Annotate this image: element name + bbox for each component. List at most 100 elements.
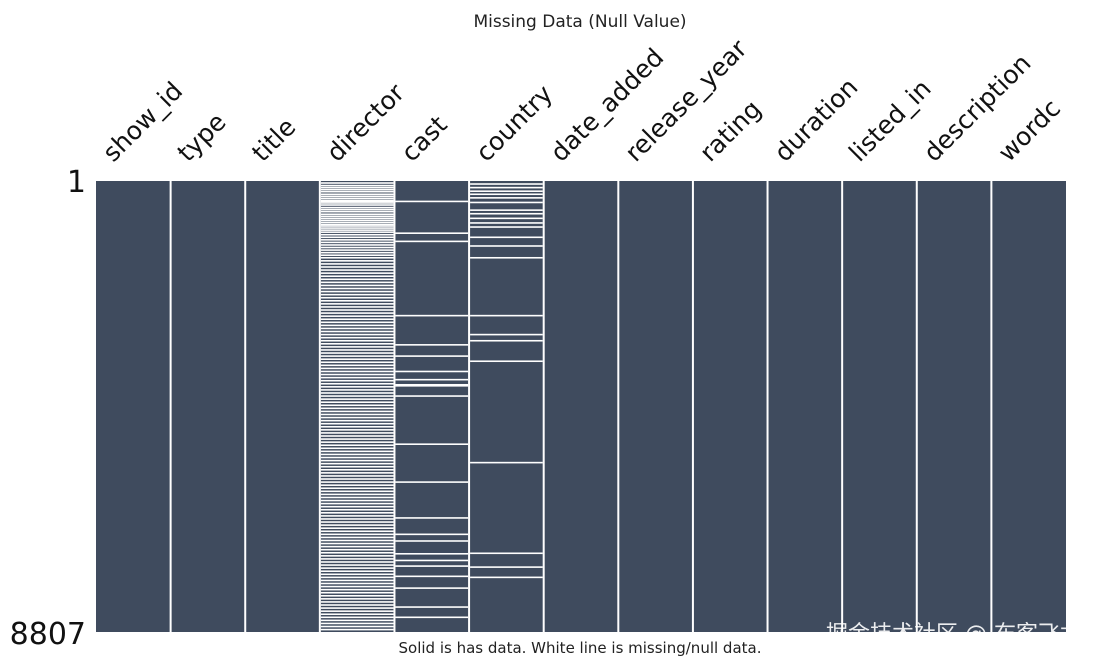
missing-line: [320, 321, 394, 324]
missing-line: [470, 222, 543, 224]
missing-line: [320, 475, 394, 477]
missing-line: [395, 395, 469, 397]
missing-line: [320, 505, 394, 508]
missing-line: [320, 591, 394, 594]
chart-caption: Solid is has data. White line is missing…: [399, 639, 762, 657]
missing-line: [320, 604, 394, 606]
missing-line: [470, 552, 543, 555]
missing-line: [470, 186, 543, 189]
missing-line: [320, 392, 394, 394]
missing-line: [395, 443, 469, 445]
missing-line: [320, 333, 394, 336]
missing-line: [320, 459, 394, 462]
missing-line: [320, 548, 394, 551]
missing-line: [320, 536, 394, 539]
missing-line: [470, 576, 543, 579]
missing-line: [320, 312, 394, 314]
column-wordc: [991, 181, 1066, 632]
missing-line: [320, 530, 394, 533]
watermark-text: 掘金技术社区 @ 布客飞龙: [826, 622, 1082, 647]
missing-line: [395, 606, 469, 608]
missing-line: [320, 610, 394, 612]
missing-line: [320, 472, 394, 474]
missing-line: [470, 566, 543, 568]
missing-line: [320, 508, 394, 511]
missing-line: [320, 272, 394, 274]
missing-line: [320, 579, 394, 582]
missing-line: [470, 201, 543, 204]
column-separator: [542, 181, 545, 632]
missing-line: [320, 195, 394, 198]
missing-line: [320, 382, 394, 385]
missing-line: [320, 435, 394, 437]
column-label-title: title: [246, 112, 301, 167]
missing-line: [320, 533, 394, 536]
missing-line: [320, 588, 394, 591]
missing-line: [320, 227, 394, 229]
missing-line: [320, 281, 394, 284]
missing-line: [320, 219, 394, 222]
missing-line: [320, 361, 394, 364]
missing-line: [320, 598, 394, 600]
missing-line: [395, 314, 469, 317]
missing-line: [320, 370, 394, 373]
missing-line: [320, 490, 394, 493]
missing-line: [320, 327, 394, 330]
missing-line: [320, 542, 394, 545]
missing-line: [470, 217, 543, 220]
column-release-year: [618, 181, 693, 632]
missing-line: [320, 395, 394, 397]
missing-line: [320, 413, 394, 416]
missing-line: [320, 197, 394, 200]
missing-line: [320, 502, 394, 505]
missing-line: [320, 570, 394, 573]
missing-line: [395, 200, 469, 203]
missing-line: [320, 585, 394, 588]
missing-line: [470, 212, 543, 215]
missing-line: [320, 290, 394, 293]
missing-line: [395, 385, 469, 387]
missing-line: [320, 484, 394, 486]
missing-line: [320, 336, 394, 339]
missing-line: [395, 370, 469, 373]
column-label-type: type: [172, 107, 232, 167]
missing-line: [320, 429, 394, 431]
missing-line: [470, 193, 543, 196]
missing-line: [320, 469, 394, 471]
missing-line: [320, 225, 394, 227]
missing-line: [320, 284, 394, 287]
missing-line: [470, 190, 543, 192]
missing-line: [320, 441, 394, 443]
missing-line: [320, 278, 394, 281]
missing-line: [320, 296, 394, 299]
missing-line: [320, 256, 394, 259]
missing-line: [320, 223, 394, 226]
missing-line: [320, 613, 394, 616]
missing-line: [320, 419, 394, 422]
missing-line: [320, 444, 394, 447]
missing-line: [320, 229, 394, 231]
missing-line: [320, 215, 394, 218]
missing-line: [320, 182, 394, 184]
missing-line: [320, 573, 394, 576]
column-type: [170, 181, 246, 632]
column-separators: [169, 181, 993, 632]
missing-line: [320, 462, 394, 465]
missing-line: [320, 601, 394, 603]
missing-line: [470, 333, 543, 336]
missing-line: [320, 352, 394, 354]
missing-line: [320, 233, 394, 236]
missing-line: [320, 487, 394, 490]
missing-line: [395, 587, 469, 589]
column-separator: [766, 181, 769, 632]
missing-line: [470, 256, 543, 259]
missing-line: [320, 521, 394, 523]
column-separator: [244, 181, 247, 632]
missing-line: [320, 355, 394, 357]
missing-line: [320, 465, 394, 468]
column-separator: [318, 181, 321, 632]
missing-line: [320, 210, 394, 213]
missing-line: [320, 349, 394, 351]
